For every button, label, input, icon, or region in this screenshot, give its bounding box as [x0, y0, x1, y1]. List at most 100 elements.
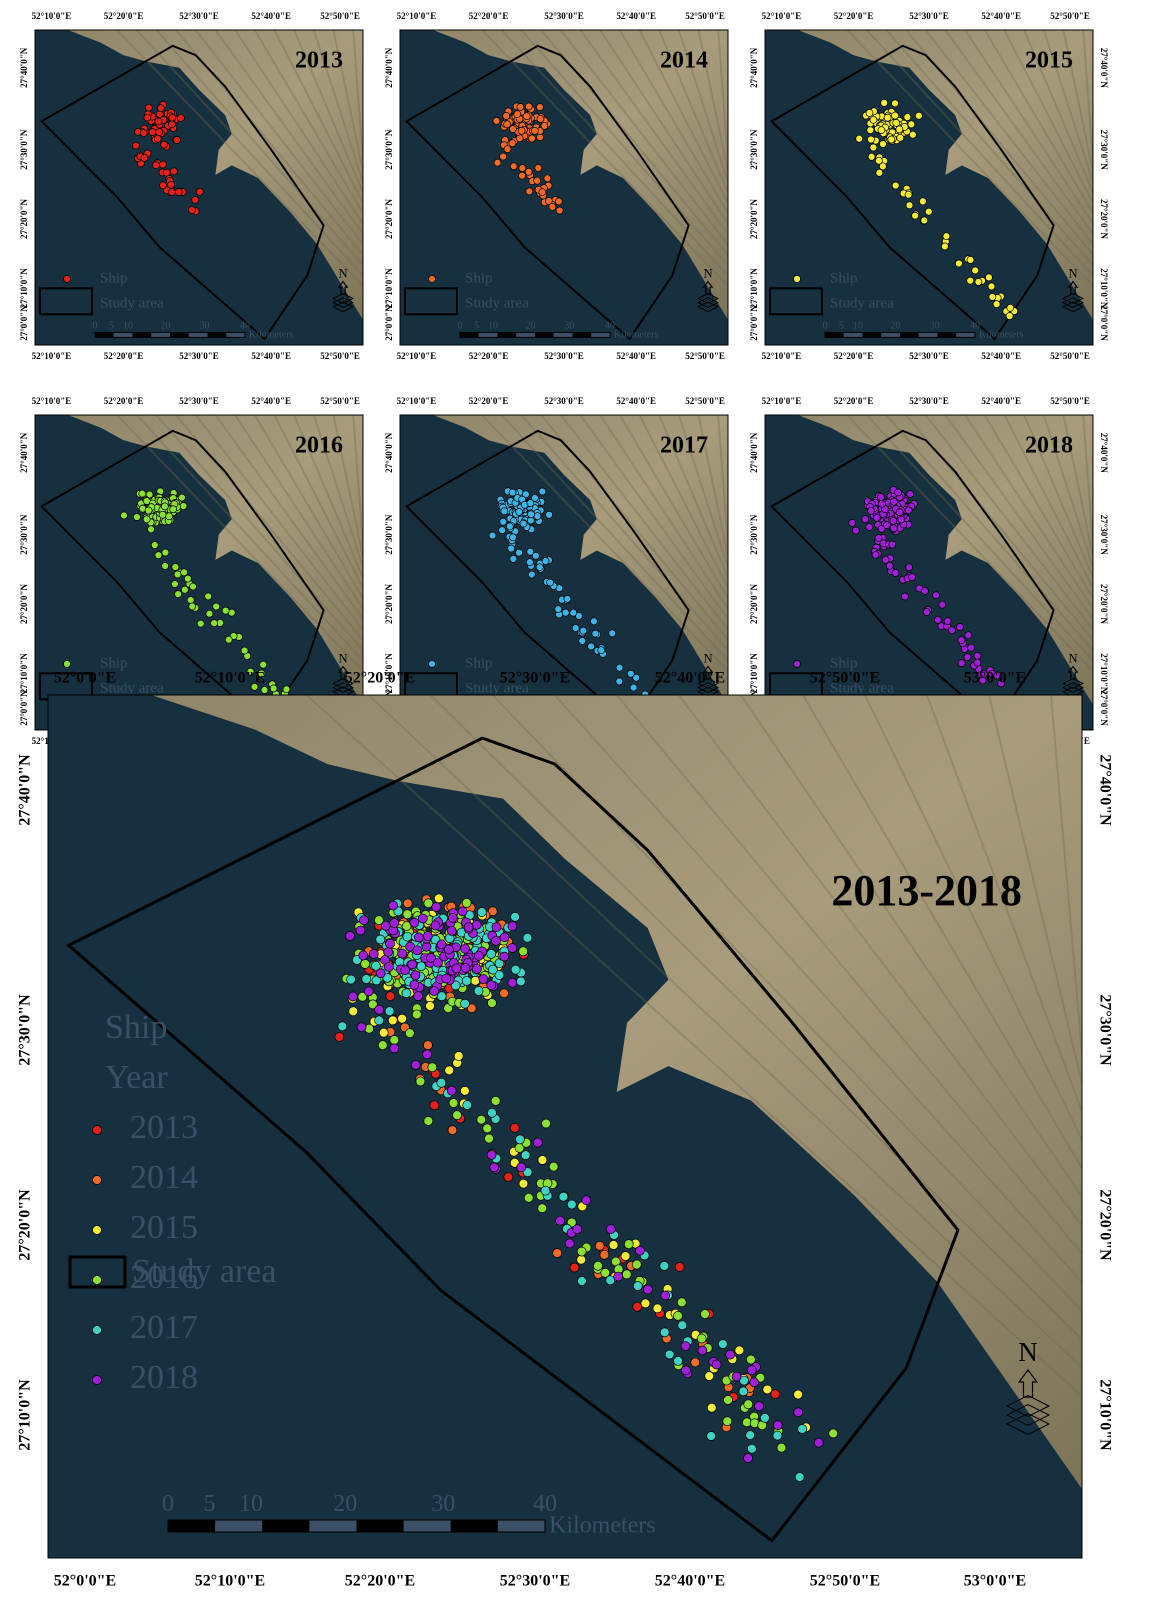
ship-point [555, 606, 562, 613]
ship-point [173, 137, 180, 144]
ship-point [225, 636, 232, 643]
ship-point [175, 189, 182, 196]
ship-point [556, 1216, 565, 1225]
ship-point [889, 541, 896, 548]
ship-point [542, 558, 549, 565]
x-axis-label: 52°40'0"E [655, 1573, 725, 1590]
y-axis-label: 27°20'0"N [384, 583, 394, 624]
ship-point [912, 212, 919, 219]
ship-point [364, 987, 373, 996]
ship-point [389, 901, 398, 910]
x-axis-label: 52°50'0"E [1050, 351, 1090, 361]
scale-segment [151, 332, 170, 337]
x-axis-label: 52°50'0"E [810, 1573, 880, 1590]
ship-point [426, 953, 435, 962]
y-axis-label: 27°20'0"N [1099, 584, 1109, 625]
ship-point [771, 1390, 780, 1399]
scale-label: 0 [458, 321, 463, 332]
ship-point [614, 1272, 623, 1281]
ship-point [905, 191, 912, 198]
ship-point [458, 907, 467, 916]
north-label: N [338, 266, 347, 280]
ship-point [967, 277, 974, 284]
ship-point [967, 256, 974, 263]
y-axis-label: 27°30'0"N [1099, 130, 1109, 171]
ship-point [943, 233, 950, 240]
ship-point [434, 894, 443, 903]
ship-point [773, 1421, 782, 1430]
ship-point [985, 274, 992, 281]
ship-point [906, 202, 913, 209]
scale-segment [451, 1520, 498, 1532]
ship-point [168, 181, 175, 188]
ship-point [527, 500, 534, 507]
y-axis-label: 27°10'0"N [749, 653, 759, 694]
ship-point [707, 1403, 716, 1412]
legend-year-symbol [93, 1376, 102, 1385]
figure: 2013ShipStudy area0510203040KilometersN5… [0, 0, 1149, 1616]
ship-point [630, 684, 637, 691]
year-title: 2017 [660, 433, 708, 459]
legend-ship-symbol [64, 275, 71, 282]
ship-point [174, 571, 181, 578]
north-label: N [338, 651, 347, 665]
ship-point [168, 121, 175, 128]
ship-point [489, 532, 496, 539]
map-frame [400, 30, 738, 345]
ship-point [707, 1432, 716, 1441]
x-axis-label: 52°20'0"E [345, 670, 415, 687]
scale-label: 10 [488, 321, 498, 332]
ship-point [867, 127, 874, 134]
ship-point [763, 1385, 772, 1394]
y-axis-label: 27°10'0"N [384, 268, 394, 309]
legend-ship: Ship [100, 270, 128, 286]
ship-point [972, 267, 979, 274]
scale-segment [900, 332, 919, 337]
scale-label: 0 [93, 321, 98, 332]
y-axis-label: 27°30'0"N [1099, 515, 1109, 556]
ship-point [622, 1270, 631, 1279]
ship-point [923, 609, 930, 616]
ship-point [747, 1366, 756, 1375]
x-axis-label: 52°50'0"E [1050, 396, 1090, 406]
ship-point [726, 1350, 735, 1359]
ship-point [526, 188, 533, 195]
ship-point [141, 154, 148, 161]
ship-point [410, 918, 419, 927]
ship-point [814, 1438, 823, 1447]
legend-year-label: 2015 [130, 1209, 198, 1246]
y-axis-label: 27°10'0"N [19, 268, 29, 309]
ship-point [139, 490, 146, 497]
scale-segment [460, 332, 479, 337]
legend-year-label: 2013 [130, 1109, 198, 1146]
ship-point [490, 1163, 499, 1172]
ship-point [205, 593, 212, 600]
ship-point [892, 569, 899, 576]
ship-point [881, 99, 888, 106]
y-axis-label: 27°10'0"N [17, 1379, 34, 1451]
ship-point [681, 1366, 690, 1375]
ship-point [933, 592, 940, 599]
ship-point [884, 114, 891, 121]
ship-point [348, 992, 357, 1001]
ship-point [518, 127, 525, 134]
scale-label: 10 [853, 321, 863, 332]
x-axis-label: 52°20'0"E [834, 11, 874, 21]
legend-year-symbol [93, 1226, 102, 1235]
ship-point [883, 522, 890, 529]
ship-point [222, 607, 229, 614]
ship-point [580, 627, 587, 634]
scale-label: 20 [526, 321, 536, 332]
ship-point [698, 1346, 707, 1355]
ship-point [876, 169, 883, 176]
ship-point [735, 1346, 744, 1355]
ship-point [442, 974, 451, 983]
x-axis-label: 52°0'0"E [54, 1573, 116, 1590]
ship-point [516, 977, 525, 986]
ship-point [896, 509, 903, 516]
scale-segment [479, 332, 498, 337]
x-axis-label: 52°40'0"E [981, 396, 1021, 406]
ship-point [417, 962, 426, 971]
ship-point [508, 978, 517, 987]
ship-point [661, 1291, 670, 1300]
